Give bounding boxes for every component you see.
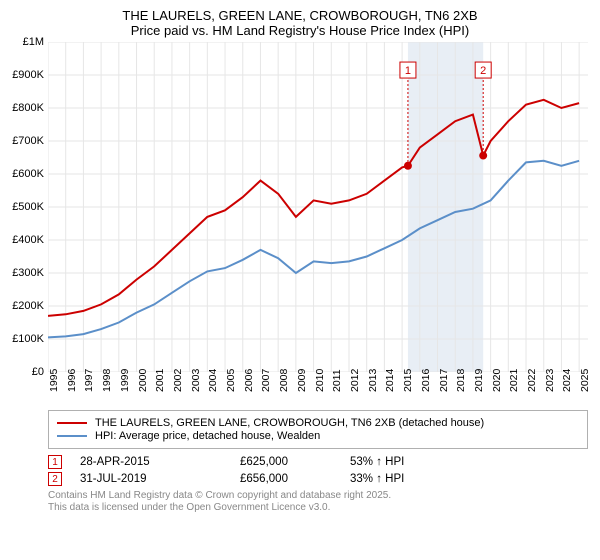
x-tick-label: 2024 <box>561 369 573 392</box>
x-tick-label: 2023 <box>544 369 556 392</box>
x-axis: 1995 1996 1997 1998 1999 2000 2001 2002 2003 2004… <box>48 372 588 404</box>
x-tick-label: 1998 <box>101 369 113 392</box>
transaction-vs-hpi: 33% ↑ HPI <box>350 473 404 485</box>
x-tick-label: 2007 <box>260 369 272 392</box>
footer-attribution: Contains HM Land Registry data © Crown c… <box>48 490 588 514</box>
y-tick-label: £400K <box>12 234 44 246</box>
transaction-price: £625,000 <box>240 456 350 468</box>
x-tick-label: 2008 <box>278 369 290 392</box>
footer-line-2: This data is licensed under the Open Gov… <box>48 502 588 514</box>
x-tick-label: 2025 <box>579 369 591 392</box>
x-tick-label: 2012 <box>349 369 361 392</box>
x-tick-label: 2014 <box>384 369 396 392</box>
x-tick-label: 1996 <box>66 369 78 392</box>
y-tick-label: £200K <box>12 300 44 312</box>
transaction-marker: 1 <box>48 455 62 469</box>
x-tick-label: 2015 <box>402 369 414 392</box>
x-tick-label: 2002 <box>172 369 184 392</box>
y-tick-label: £0 <box>32 366 44 378</box>
x-tick-label: 2006 <box>243 369 255 392</box>
chart-title: THE LAURELS, GREEN LANE, CROWBOROUGH, TN… <box>0 0 600 42</box>
x-tick-label: 2010 <box>314 369 326 392</box>
transaction-row: 2 31-JUL-2019£656,00033% ↑ HPI <box>48 472 588 486</box>
x-tick-label: 2004 <box>207 369 219 392</box>
legend: THE LAURELS, GREEN LANE, CROWBOROUGH, TN… <box>48 410 588 449</box>
legend-label: THE LAURELS, GREEN LANE, CROWBOROUGH, TN… <box>95 417 484 429</box>
legend-label: HPI: Average price, detached house, Weal… <box>95 430 320 442</box>
transaction-list: 1 28-APR-2015£625,00053% ↑ HPI 2 31-JUL-201… <box>48 455 588 486</box>
y-tick-label: £700K <box>12 135 44 147</box>
title-line-1: THE LAURELS, GREEN LANE, CROWBOROUGH, TN… <box>10 8 590 23</box>
svg-text:2: 2 <box>480 65 486 77</box>
x-tick-label: 2022 <box>526 369 538 392</box>
x-tick-label: 2019 <box>473 369 485 392</box>
x-tick-label: 2000 <box>137 369 149 392</box>
x-tick-label: 2020 <box>491 369 503 392</box>
x-tick-label: 2013 <box>367 369 379 392</box>
x-tick-label: 1999 <box>119 369 131 392</box>
x-tick-label: 2003 <box>190 369 202 392</box>
transaction-vs-hpi: 53% ↑ HPI <box>350 456 404 468</box>
transaction-row: 1 28-APR-2015£625,00053% ↑ HPI <box>48 455 588 469</box>
y-tick-label: £900K <box>12 69 44 81</box>
legend-swatch <box>57 422 87 424</box>
transaction-date: 31-JUL-2019 <box>80 473 240 485</box>
y-tick-label: £600K <box>12 168 44 180</box>
transaction-price: £656,000 <box>240 473 350 485</box>
x-tick-label: 2017 <box>438 369 450 392</box>
x-tick-label: 2001 <box>154 369 166 392</box>
title-line-2: Price paid vs. HM Land Registry's House … <box>10 23 590 38</box>
transaction-date: 28-APR-2015 <box>80 456 240 468</box>
y-tick-label: £1M <box>23 36 44 48</box>
chart-area: £0£100K£200K£300K£400K£500K£600K£700K£80… <box>48 42 588 372</box>
footer-line-1: Contains HM Land Registry data © Crown c… <box>48 490 588 502</box>
y-tick-label: £300K <box>12 267 44 279</box>
x-tick-label: 1995 <box>48 369 60 392</box>
line-chart: 12 <box>48 42 588 372</box>
x-tick-label: 1997 <box>83 369 95 392</box>
x-tick-label: 2011 <box>331 369 343 392</box>
y-tick-label: £800K <box>12 102 44 114</box>
legend-item: THE LAURELS, GREEN LANE, CROWBOROUGH, TN… <box>57 417 579 429</box>
x-tick-label: 2016 <box>420 369 432 392</box>
x-tick-label: 2018 <box>455 369 467 392</box>
svg-text:1: 1 <box>405 65 411 77</box>
y-axis: £0£100K£200K£300K£400K£500K£600K£700K£80… <box>2 42 46 372</box>
y-tick-label: £100K <box>12 333 44 345</box>
x-tick-label: 2005 <box>225 369 237 392</box>
legend-item: HPI: Average price, detached house, Weal… <box>57 430 579 442</box>
x-tick-label: 2021 <box>508 369 520 392</box>
transaction-marker: 2 <box>48 472 62 486</box>
y-tick-label: £500K <box>12 201 44 213</box>
x-tick-label: 2009 <box>296 369 308 392</box>
legend-swatch <box>57 435 87 437</box>
